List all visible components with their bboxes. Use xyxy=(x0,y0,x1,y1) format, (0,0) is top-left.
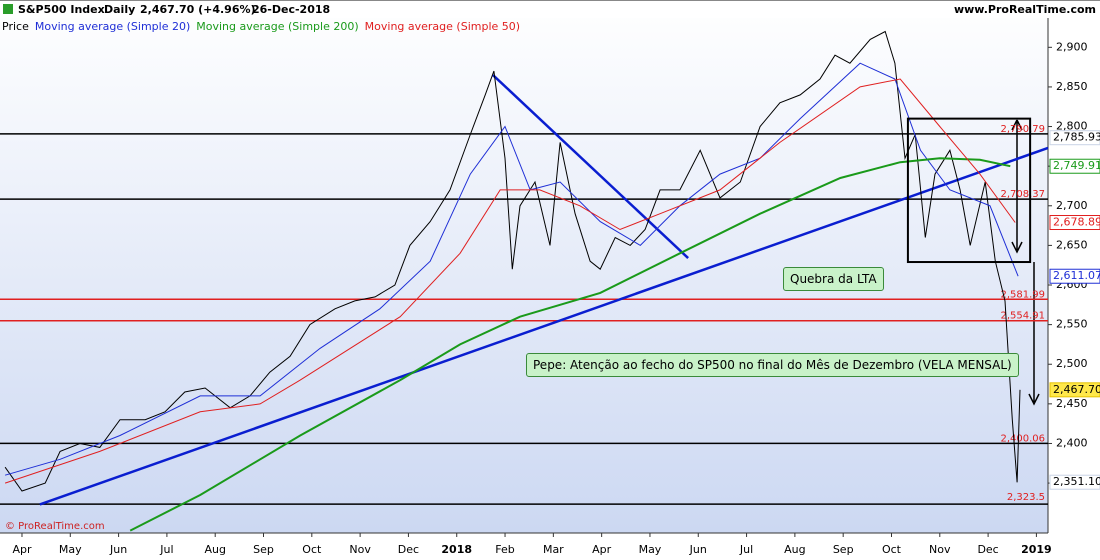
x-tick-label: Aug xyxy=(784,543,805,556)
y-tick-label: 2,500 xyxy=(1056,357,1088,370)
arrow xyxy=(1028,262,1040,406)
legend-entry: Moving average (Simple 50) xyxy=(365,20,520,33)
x-tick-label: Jun xyxy=(689,543,707,556)
level-label: 2,554.91 xyxy=(1000,311,1045,322)
y-tick-label: 2,850 xyxy=(1056,80,1088,93)
x-tick-label: Oct xyxy=(882,543,902,556)
x-tick-label: Oct xyxy=(302,543,322,556)
range-box xyxy=(906,117,1032,264)
price-tag-label: 2,749.91 xyxy=(1053,159,1100,172)
level-label: 2,790.79 xyxy=(1000,124,1045,135)
y-tick-label: 2,700 xyxy=(1056,199,1088,212)
price-tag xyxy=(1049,130,1100,146)
x-tick-label: Jul xyxy=(739,543,753,556)
quote: 2,467.70 (+4.96%) xyxy=(140,3,256,16)
y-tick-label: 2,900 xyxy=(1056,40,1088,53)
price-tag-label: 2,467.70 xyxy=(1053,383,1100,396)
x-tick-label: Feb xyxy=(495,543,514,556)
y-tick-label: 2,400 xyxy=(1056,436,1088,449)
y-tick-label: 2,650 xyxy=(1056,238,1088,251)
series-line xyxy=(4,78,1016,484)
y-tick-label: 2,550 xyxy=(1056,318,1088,331)
x-tick-label: Mar xyxy=(543,543,564,556)
instrument: S&P500 Index xyxy=(18,3,105,16)
y-tick-label: 2,800 xyxy=(1056,120,1088,133)
trend-line xyxy=(492,74,689,259)
level-label: 2,708.37 xyxy=(1000,189,1045,200)
date: 26-Dec-2018 xyxy=(252,3,330,16)
price-tag-label: 2,351.10 xyxy=(1053,475,1100,488)
y-tick-label: 2,450 xyxy=(1056,397,1088,410)
icon xyxy=(3,4,13,14)
legend-entry: Price xyxy=(2,20,29,33)
price-tag xyxy=(1049,268,1100,284)
annotation: Pepe: Atenção ao fecho do SP500 no final… xyxy=(526,353,1019,377)
x-tick-label: Dec xyxy=(977,543,998,556)
series-line xyxy=(4,30,1021,492)
price-tag xyxy=(1049,474,1100,490)
x-tick-label: May xyxy=(639,543,662,556)
site[interactable]: www.ProRealTime.com xyxy=(954,3,1096,16)
border xyxy=(0,0,1100,1)
x-tick-label: May xyxy=(59,543,82,556)
footer: © ProRealTime.com xyxy=(5,521,105,532)
period: Daily xyxy=(104,3,135,16)
legend: Price Moving average (Simple 20) Moving av… xyxy=(2,20,520,33)
price-tag-label: 2,785.93 xyxy=(1053,131,1100,144)
x-tick-label: Nov xyxy=(929,543,951,556)
price-tag xyxy=(1049,382,1100,398)
price-tag-label: 2,611.07 xyxy=(1053,269,1100,282)
series-line xyxy=(129,157,1011,532)
legend-entry: Moving average (Simple 200) xyxy=(196,20,358,33)
x-tick-label: Sep xyxy=(833,543,854,556)
annotation: Quebra da LTA xyxy=(783,267,884,291)
x-tick-label: Apr xyxy=(12,543,32,556)
x-tick-label: Aug xyxy=(204,543,225,556)
plot-background xyxy=(0,0,1048,533)
price-tag-label: 2,678.89 xyxy=(1053,216,1100,229)
x-tick-label: Apr xyxy=(592,543,612,556)
x-tick-label: Nov xyxy=(349,543,371,556)
trend-line xyxy=(39,146,1049,506)
x-tick-label: Sep xyxy=(253,543,274,556)
level-label: 2,323.5 xyxy=(1007,492,1045,503)
header-bar xyxy=(0,0,1100,18)
x-tick-label: Jun xyxy=(109,543,127,556)
price-tag xyxy=(1049,158,1100,174)
legend-entry: Moving average (Simple 20) xyxy=(35,20,190,33)
arrow xyxy=(1011,119,1023,254)
level-label: 2,400.06 xyxy=(1000,433,1045,444)
level-label: 2,581.99 xyxy=(1000,289,1045,300)
x-tick-label: 2018 xyxy=(441,543,472,556)
x-tick-label: 2019 xyxy=(1021,543,1052,556)
x-tick-label: Dec xyxy=(398,543,419,556)
x-tick-label: Jul xyxy=(159,543,173,556)
series-line xyxy=(4,62,1019,476)
price-tag xyxy=(1049,215,1100,231)
